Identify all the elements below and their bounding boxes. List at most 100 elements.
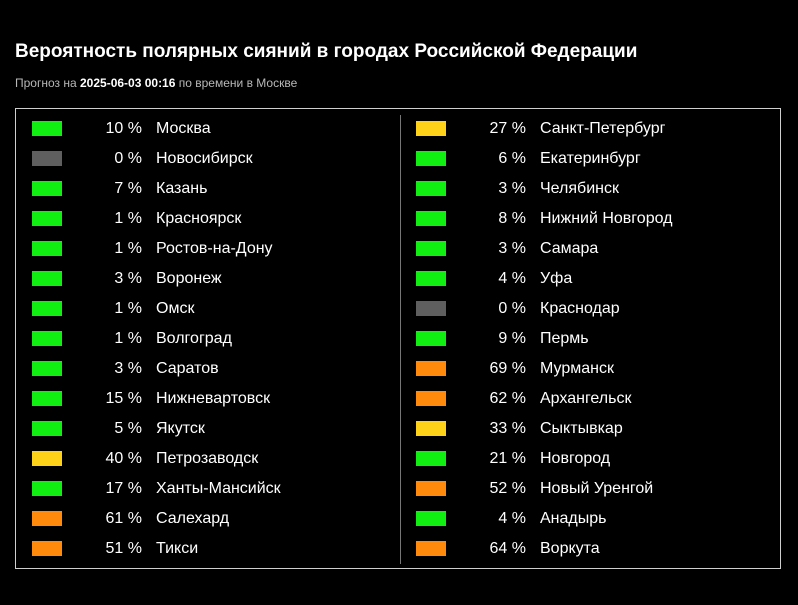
city-name: Пермь — [540, 330, 589, 347]
probability-value: 1 % — [114, 300, 142, 317]
city-name: Ханты-Мансийск — [156, 480, 281, 497]
city-name: Архангельск — [540, 390, 632, 407]
city-row: 17 % Ханты-Мансийск — [32, 474, 372, 504]
probability-value: 7 % — [114, 180, 142, 197]
city-name: Ростов-на-Дону — [156, 240, 273, 257]
probability-value: 1 % — [114, 330, 142, 347]
city-row: 51 % Тикси — [32, 534, 372, 564]
city-row: 21 % Новгород — [416, 444, 756, 474]
probability-value: 17 % — [105, 480, 142, 497]
probability-swatch — [416, 241, 446, 256]
column-divider — [400, 115, 401, 564]
probability-value: 3 % — [498, 240, 526, 257]
city-name: Новый Уренгой — [540, 480, 654, 497]
city-row: 9 % Пермь — [416, 324, 756, 354]
city-row: 1 % Омск — [32, 294, 372, 324]
probability-swatch — [32, 301, 62, 316]
city-name: Сыктывкар — [540, 420, 623, 437]
city-name: Красноярск — [156, 210, 242, 227]
city-name: Санкт-Петербург — [540, 120, 666, 137]
city-name: Тикси — [156, 540, 199, 557]
probability-value: 27 % — [489, 120, 526, 137]
probability-swatch — [32, 181, 62, 196]
city-row: 33 % Сыктывкар — [416, 414, 756, 444]
probability-value: 15 % — [105, 390, 142, 407]
probability-swatch — [32, 211, 62, 226]
city-probability-panel: 10 % Москва 0 % Новосибирск 7 % Казань 1 % Крас… — [15, 108, 781, 569]
city-row: 0 % Новосибирск — [32, 144, 372, 174]
city-name: Новосибирск — [156, 150, 253, 167]
city-name: Краснодар — [540, 300, 620, 317]
probability-value: 6 % — [498, 150, 526, 167]
probability-value: 5 % — [114, 420, 142, 437]
probability-value: 51 % — [105, 540, 142, 557]
city-name: Новгород — [540, 450, 611, 467]
city-name: Петрозаводск — [156, 450, 259, 467]
city-row: 3 % Челябинск — [416, 174, 756, 204]
city-name: Челябинск — [540, 180, 619, 197]
probability-swatch — [416, 421, 446, 436]
probability-swatch — [416, 121, 446, 136]
city-row: 69 % Мурманск — [416, 354, 756, 384]
probability-value: 4 % — [498, 270, 526, 287]
probability-value: 61 % — [105, 510, 142, 527]
city-name: Нижневартовск — [156, 390, 271, 407]
probability-swatch — [32, 541, 62, 556]
probability-swatch — [32, 241, 62, 256]
city-row: 62 % Архангельск — [416, 384, 756, 414]
probability-swatch — [416, 361, 446, 376]
city-name: Якутск — [156, 420, 205, 437]
city-name: Салехард — [156, 510, 230, 527]
probability-value: 3 % — [114, 360, 142, 377]
city-row: 1 % Волгоград — [32, 324, 372, 354]
probability-value: 0 % — [498, 300, 526, 317]
probability-swatch — [32, 391, 62, 406]
probability-swatch — [32, 361, 62, 376]
probability-value: 0 % — [114, 150, 142, 167]
probability-swatch — [416, 211, 446, 226]
city-name: Мурманск — [540, 360, 614, 377]
probability-value: 1 % — [114, 210, 142, 227]
probability-swatch — [416, 541, 446, 556]
city-row: 3 % Саратов — [32, 354, 372, 384]
city-name: Саратов — [156, 360, 219, 377]
probability-swatch — [416, 451, 446, 466]
probability-swatch — [32, 121, 62, 136]
city-row: 40 % Петрозаводск — [32, 444, 372, 474]
probability-value: 3 % — [498, 180, 526, 197]
probability-value: 3 % — [114, 270, 142, 287]
city-name: Воркута — [540, 540, 600, 557]
page-title: Вероятность полярных сияний в городах Ро… — [15, 41, 638, 62]
city-name: Москва — [156, 120, 211, 137]
probability-value: 69 % — [489, 360, 526, 377]
probability-swatch — [416, 391, 446, 406]
probability-swatch — [32, 511, 62, 526]
right-city-column: 27 % Санкт-Петербург 6 % Екатеринбург 3 % Чел… — [416, 114, 756, 564]
city-row: 8 % Нижний Новгород — [416, 204, 756, 234]
city-name: Волгоград — [156, 330, 232, 347]
probability-swatch — [32, 271, 62, 286]
probability-swatch — [416, 151, 446, 166]
probability-swatch — [32, 331, 62, 346]
city-name: Самара — [540, 240, 599, 257]
left-city-column: 10 % Москва 0 % Новосибирск 7 % Казань 1 % Крас… — [32, 114, 372, 564]
probability-swatch — [32, 421, 62, 436]
city-row: 27 % Санкт-Петербург — [416, 114, 756, 144]
city-row: 3 % Самара — [416, 234, 756, 264]
probability-value: 21 % — [489, 450, 526, 467]
city-row: 1 % Ростов-на-Дону — [32, 234, 372, 264]
probability-value: 52 % — [489, 480, 526, 497]
probability-swatch — [32, 481, 62, 496]
probability-value: 40 % — [105, 450, 142, 467]
city-name: Омск — [156, 300, 195, 317]
city-row: 7 % Казань — [32, 174, 372, 204]
city-row: 4 % Уфа — [416, 264, 756, 294]
city-row: 15 % Нижневартовск — [32, 384, 372, 414]
city-name: Воронеж — [156, 270, 222, 287]
probability-swatch — [416, 271, 446, 286]
probability-value: 8 % — [498, 210, 526, 227]
city-name: Казань — [156, 180, 208, 197]
city-row: 4 % Анадырь — [416, 504, 756, 534]
probability-value: 4 % — [498, 510, 526, 527]
city-row: 0 % Краснодар — [416, 294, 756, 324]
